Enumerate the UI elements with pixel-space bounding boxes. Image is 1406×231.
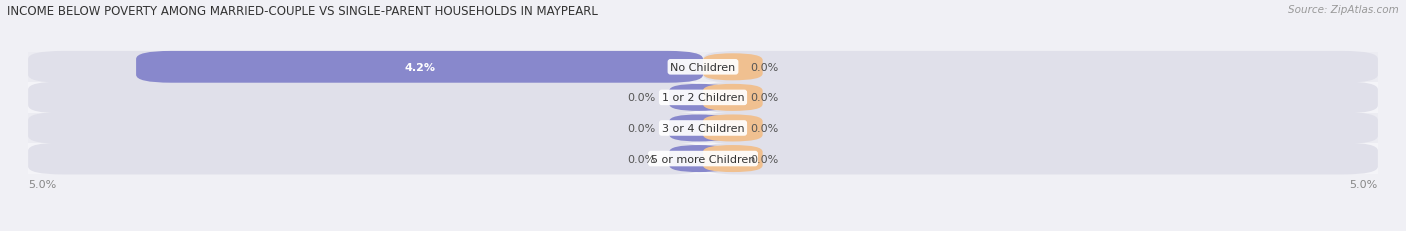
Text: 5.0%: 5.0%	[28, 179, 56, 189]
Text: 0.0%: 0.0%	[627, 123, 655, 133]
FancyBboxPatch shape	[28, 82, 703, 114]
Text: 5 or more Children: 5 or more Children	[651, 154, 755, 164]
Text: 0.0%: 0.0%	[751, 154, 779, 164]
Text: INCOME BELOW POVERTY AMONG MARRIED-COUPLE VS SINGLE-PARENT HOUSEHOLDS IN MAYPEAR: INCOME BELOW POVERTY AMONG MARRIED-COUPL…	[7, 5, 598, 18]
Text: 0.0%: 0.0%	[751, 93, 779, 103]
FancyBboxPatch shape	[28, 52, 703, 83]
FancyBboxPatch shape	[703, 52, 1378, 83]
FancyBboxPatch shape	[669, 115, 728, 142]
FancyBboxPatch shape	[669, 85, 728, 111]
Text: Source: ZipAtlas.com: Source: ZipAtlas.com	[1288, 5, 1399, 15]
Text: 3 or 4 Children: 3 or 4 Children	[662, 123, 744, 133]
FancyBboxPatch shape	[703, 143, 1378, 175]
FancyBboxPatch shape	[703, 115, 762, 142]
FancyBboxPatch shape	[703, 145, 762, 172]
FancyBboxPatch shape	[136, 52, 703, 83]
Bar	[28, 144, 1378, 174]
Text: 0.0%: 0.0%	[751, 63, 779, 73]
Text: 4.2%: 4.2%	[404, 63, 434, 73]
FancyBboxPatch shape	[669, 145, 728, 172]
Text: 1 or 2 Children: 1 or 2 Children	[662, 93, 744, 103]
FancyBboxPatch shape	[703, 54, 762, 81]
Text: No Children: No Children	[671, 63, 735, 73]
Bar	[28, 83, 1378, 113]
FancyBboxPatch shape	[703, 112, 1378, 144]
FancyBboxPatch shape	[703, 85, 762, 111]
Text: 0.0%: 0.0%	[627, 93, 655, 103]
Text: 5.0%: 5.0%	[1350, 179, 1378, 189]
Bar	[28, 52, 1378, 83]
Text: 0.0%: 0.0%	[751, 123, 779, 133]
Bar	[28, 113, 1378, 144]
Text: 0.0%: 0.0%	[627, 154, 655, 164]
FancyBboxPatch shape	[28, 143, 703, 175]
FancyBboxPatch shape	[28, 112, 703, 144]
FancyBboxPatch shape	[703, 82, 1378, 114]
